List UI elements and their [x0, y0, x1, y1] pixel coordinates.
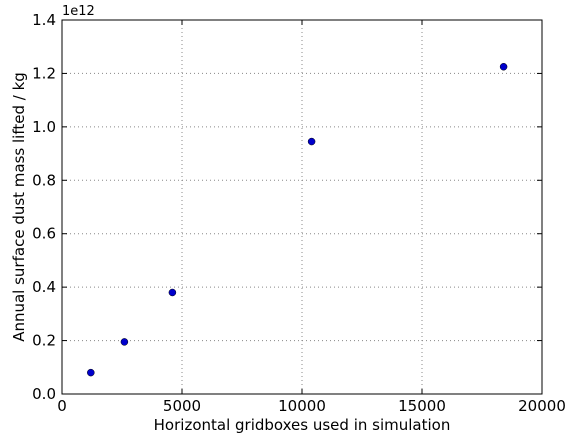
x-tick-label: 0 — [57, 397, 67, 415]
x-tick-label: 15000 — [398, 397, 446, 415]
plot-frame — [61, 19, 543, 395]
y-offset-label: 1e12 — [62, 4, 95, 19]
y-tick-label: 0.0 — [32, 385, 56, 403]
points-layer — [87, 63, 508, 377]
x-tick-label: 5000 — [163, 397, 201, 415]
data-point — [120, 338, 129, 346]
grid-layer — [62, 20, 542, 394]
y-tick-label: 0.6 — [32, 225, 56, 243]
y-tick-label: 1.2 — [32, 64, 56, 82]
data-point — [87, 368, 95, 377]
data-point — [499, 63, 508, 71]
x-tick-label: 20000 — [518, 397, 566, 415]
y-axis-label: Annual surface dust mass lifted / kg — [10, 72, 28, 342]
data-point — [307, 137, 316, 146]
y-tick-label: 0.2 — [32, 332, 56, 350]
x-axis-label: Horizontal gridboxes used in simulation — [154, 416, 451, 434]
y-tick-label: 1.4 — [32, 11, 56, 29]
y-tick-label: 0.8 — [32, 171, 56, 189]
x-tick-label: 10000 — [278, 397, 326, 415]
y-tick-label: 1.0 — [32, 118, 56, 136]
data-point — [168, 288, 177, 297]
labels-layer: 0 5000 10000 15000 20000 0.0 0.2 0.4 0.6 0.8 1.0 1.… — [32, 11, 566, 415]
y-tick-label: 0.4 — [32, 278, 56, 296]
